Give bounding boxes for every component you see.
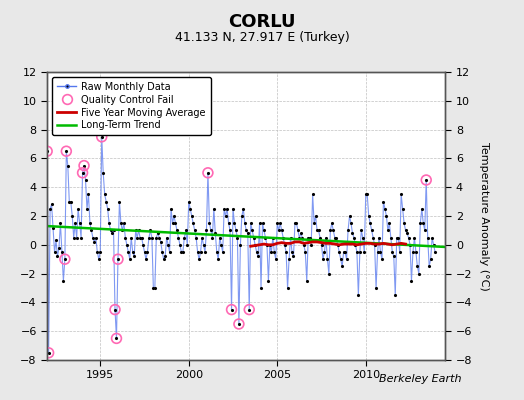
Point	[79, 170, 87, 176]
Point	[235, 321, 243, 327]
Text: CORLU: CORLU	[228, 13, 296, 31]
Point	[45, 350, 53, 356]
Point	[62, 148, 71, 154]
Point	[112, 335, 121, 342]
Point	[97, 134, 106, 140]
Point	[227, 306, 236, 313]
Point	[422, 177, 430, 183]
Point	[114, 256, 122, 262]
Point	[111, 306, 119, 313]
Point	[204, 170, 212, 176]
Text: 41.133 N, 27.917 E (Turkey): 41.133 N, 27.917 E (Turkey)	[174, 32, 350, 44]
Point	[245, 306, 254, 313]
Text: Berkeley Earth: Berkeley Earth	[379, 374, 461, 384]
Legend: Raw Monthly Data, Quality Control Fail, Five Year Moving Average, Long-Term Tren: Raw Monthly Data, Quality Control Fail, …	[52, 77, 211, 135]
Point	[43, 148, 51, 154]
Point	[80, 162, 88, 169]
Y-axis label: Temperature Anomaly (°C): Temperature Anomaly (°C)	[479, 142, 489, 290]
Point	[61, 256, 69, 262]
